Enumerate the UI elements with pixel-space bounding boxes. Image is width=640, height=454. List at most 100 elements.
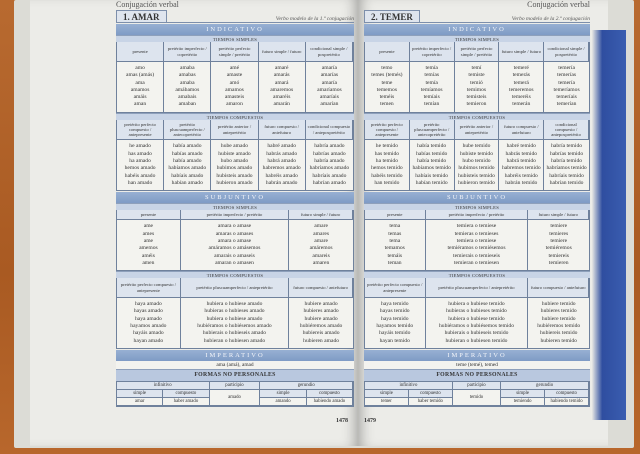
verb-form: hubieren amado xyxy=(303,337,340,344)
column-header: pretérito anterior / antepretérito xyxy=(454,119,500,141)
participio-header: participio xyxy=(452,381,502,390)
compuesto-label: compuesto xyxy=(408,389,453,398)
verb-form: habría temido xyxy=(551,143,583,150)
verb-form: habría temido xyxy=(551,157,583,164)
verb-form: haya temido xyxy=(381,301,409,308)
infinitivo-header: infinitivo xyxy=(117,381,210,390)
verb-form: hayan amado xyxy=(133,337,164,344)
verb-form: temierais o temieseis xyxy=(453,252,500,259)
verb-form: habíamos amado xyxy=(168,165,207,172)
title-bar: 1. AMAR Verbo modelo de la 1.ª conjugació… xyxy=(116,10,354,23)
verb-form: amaríais xyxy=(319,94,339,101)
verb-form: habríais temido xyxy=(549,172,584,179)
verb-form: ame xyxy=(143,237,154,244)
verb-form: temáis xyxy=(387,252,403,259)
simple-label: simple xyxy=(501,389,546,398)
non-personal-forms-table: infinitivo participio gerundio simple compue… xyxy=(116,380,354,407)
verb-form: hubiere amado xyxy=(304,301,338,308)
verb-form: temes (temés) xyxy=(371,72,403,79)
verb-form: habríais amado xyxy=(312,172,347,179)
verb-form: han temido xyxy=(374,179,400,186)
infinitivo-simple: amar xyxy=(117,397,164,406)
verb-form: amaré xyxy=(274,65,289,71)
gerundio-compuesto: habiendo temido xyxy=(545,397,589,406)
verb-form: amaba xyxy=(179,65,195,71)
verb-form: temeré xyxy=(513,65,529,71)
column-header: futuro compuesto / antefuturo xyxy=(528,278,589,299)
tense-forms: hubiera o hubiese temido hubieras o hubie… xyxy=(426,298,529,348)
verb-form: amabais xyxy=(178,94,197,101)
column-header: presente xyxy=(117,210,181,221)
verb-form: temieron xyxy=(466,101,487,108)
mood-band: IMPERATIVO xyxy=(116,349,354,361)
verb-form: habréis amado xyxy=(265,172,298,179)
verb-form: temíais xyxy=(423,94,440,101)
tense-forms: hube temido hubiste temido hubo temido hubi… xyxy=(455,140,500,191)
verb-form: habrán temido xyxy=(505,179,538,186)
verb-form: hayáis temido xyxy=(379,330,411,337)
running-head: Conjugación verbal xyxy=(116,0,179,9)
verb-form: hayan temido xyxy=(379,337,410,344)
verb-form: habrán amado xyxy=(265,179,298,186)
verb-form: hubiera o hubiese amado xyxy=(206,315,263,322)
verb-form: amaban xyxy=(178,101,196,108)
conjugation-table: pretérito perfecto compuesto / anteprese… xyxy=(116,119,354,192)
verb-form: hubisteis amado xyxy=(216,172,253,179)
verb-form: hayas amado xyxy=(133,308,163,315)
column-header: futuro simple / futuro xyxy=(499,42,545,62)
verb-form: temiere xyxy=(550,223,568,230)
verb-form: temías xyxy=(424,72,439,79)
verb-form: amara o amase xyxy=(217,237,252,244)
conjugation-table: presente pretérito imperfecto / copretéri… xyxy=(116,42,354,113)
verb-form: habíamos temido xyxy=(412,165,451,172)
tense-group-band: TIEMPOS COMPUESTOS xyxy=(364,112,590,120)
tense-forms: había amado habías amado había amado habíam… xyxy=(164,140,212,191)
verb-form: tememos xyxy=(376,86,397,93)
verb-form: temieren xyxy=(548,259,569,266)
tense-forms: tema temas tema temamos temáis teman xyxy=(365,220,426,271)
column-header: futuro simple / futuro xyxy=(528,210,589,221)
verb-form: hubiera o hubiese temido xyxy=(448,301,505,308)
verb-form: amaremos xyxy=(270,86,294,93)
verb-form: habría amado xyxy=(314,157,345,164)
verb-form: hemos temido xyxy=(371,165,403,172)
infinitivo-compuesto: haber amado xyxy=(163,397,210,406)
verb-form: temerías xyxy=(557,72,577,79)
verb-form: temería xyxy=(558,65,575,71)
verb-form: ha amado xyxy=(129,157,151,164)
page-content: Conjugación verbal 2. TEMER Verbo modelo d… xyxy=(364,0,590,407)
verb-form: amabas xyxy=(178,72,196,79)
verb-form: hube amado xyxy=(220,143,249,150)
verb-form: temía xyxy=(425,79,438,86)
verb-form: haya temido xyxy=(381,315,409,322)
tense-forms: hube amado hubiste amado hubo amado hubimos… xyxy=(211,140,259,191)
verb-form: amáis xyxy=(133,94,147,101)
verb-form: temerán xyxy=(512,101,531,108)
mood-band: INDICATIVO xyxy=(364,24,590,35)
tense-forms: habré temido habrás temido habrá temido hab… xyxy=(499,140,545,191)
column-header: pretérito pluscuamperfecto / antecopreté… xyxy=(164,119,212,141)
tense-forms: habría temido habrías temido habría temido… xyxy=(544,140,589,190)
column-header: presente xyxy=(365,210,426,221)
verb-form: hubieren temido xyxy=(540,337,577,344)
verb-form: amaría xyxy=(321,79,337,86)
verb-form: hubiste amado xyxy=(218,150,251,157)
verb-form: habremos temido xyxy=(501,165,541,172)
tense-forms: amare amares amare amáremos amareis amaren xyxy=(289,220,353,270)
verb-form: temiste xyxy=(468,72,485,79)
verb-form: temimos xyxy=(466,86,487,93)
tense-forms: he temido has temido ha temido hemos temido… xyxy=(365,140,410,191)
verb-form: amaran o amasen xyxy=(215,259,254,266)
verb-form: ame xyxy=(143,223,154,230)
verb-form: había amado xyxy=(173,157,202,164)
verb-form: amasteis xyxy=(224,94,245,101)
infinitivo-simple: temer xyxy=(365,397,409,406)
verb-form: hubieres amado xyxy=(303,308,339,315)
verb-form: habrían amado xyxy=(312,179,346,186)
imperative-forms: teme (temé), temed xyxy=(364,360,590,370)
column-header: pretérito imperfecto / copretérito xyxy=(164,42,212,62)
mood-band: IMPERATIVO xyxy=(364,349,590,361)
tense-forms: amaba amabas amaba amábamos amabais amaban xyxy=(164,62,212,112)
verb-form: amaste xyxy=(226,72,243,79)
conjugation-table: pretérito perfecto compuesto / anteprese… xyxy=(116,278,354,349)
